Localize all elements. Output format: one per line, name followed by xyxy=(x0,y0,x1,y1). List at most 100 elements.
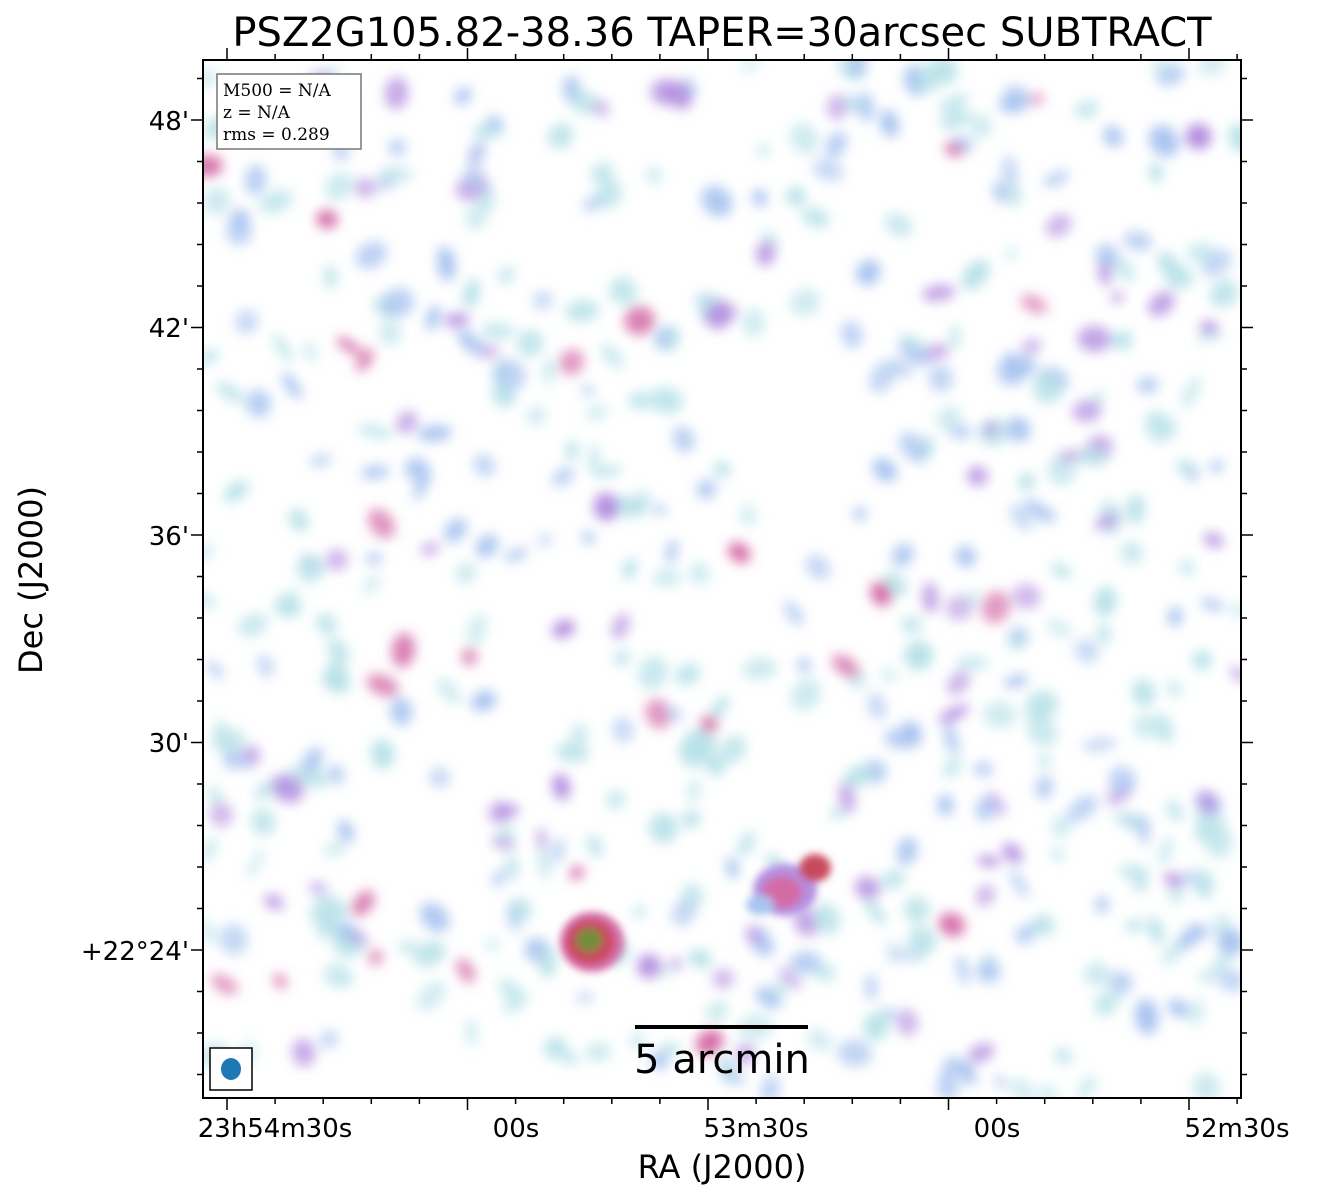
noise-blob xyxy=(203,543,214,562)
noise-blob xyxy=(790,122,819,155)
noise-blob xyxy=(1133,713,1156,740)
noise-blob xyxy=(1095,243,1119,269)
noise-blob xyxy=(308,907,338,933)
noise-blob xyxy=(1125,494,1146,525)
noise-blob xyxy=(516,329,544,357)
noise-blob xyxy=(389,697,413,726)
noise-blob xyxy=(1123,231,1153,251)
noise-blob xyxy=(612,716,634,743)
noise-blob xyxy=(825,131,847,159)
noise-blob xyxy=(976,855,1001,867)
info-box: M500 = N/A z = N/A rms = 0.289 xyxy=(216,73,362,150)
noise-blob xyxy=(1050,847,1065,862)
noise-blob xyxy=(870,581,892,607)
noise-blob xyxy=(1046,619,1072,638)
noise-blob xyxy=(1096,623,1111,645)
extended-source xyxy=(746,854,831,916)
noise-blob xyxy=(475,534,499,558)
noise-blob xyxy=(636,953,662,979)
x-tick-label: 53m30s xyxy=(703,1114,808,1144)
x-tick-label: 00s xyxy=(493,1114,540,1144)
noise-blob xyxy=(327,660,351,694)
noise-blob xyxy=(955,545,976,568)
noise-blob xyxy=(652,503,667,516)
noise-blob xyxy=(976,959,1001,984)
noise-blob xyxy=(325,172,353,201)
noise-blob xyxy=(783,601,804,626)
noise-blob xyxy=(922,284,956,302)
noise-blob xyxy=(1164,872,1183,888)
y-tick-label: 48' xyxy=(149,107,189,137)
noise-blob xyxy=(998,96,1028,113)
noise-blob xyxy=(789,288,821,317)
noise-blob xyxy=(225,218,253,246)
noise-blob xyxy=(1009,505,1032,531)
noise-blob xyxy=(594,465,622,477)
noise-blob xyxy=(986,791,1006,816)
noise-blob xyxy=(665,707,683,721)
noise-blob xyxy=(272,333,293,363)
noise-blob xyxy=(863,1012,889,1041)
noise-blob xyxy=(1001,155,1019,191)
noise-blob xyxy=(588,443,600,477)
noise-blob xyxy=(967,1043,995,1063)
noise-blob xyxy=(869,359,897,393)
noise-blob xyxy=(502,999,521,1014)
noise-blob xyxy=(886,940,898,958)
noise-blob xyxy=(634,489,650,517)
noise-blob xyxy=(896,1008,919,1036)
noise-blob xyxy=(473,453,496,478)
noise-blob xyxy=(896,837,918,866)
noise-blob xyxy=(273,973,287,989)
noise-blob xyxy=(471,690,497,712)
noise-blob xyxy=(794,907,820,937)
axis-ticks xyxy=(191,48,1253,1110)
x-tick-label: 52m30s xyxy=(1184,1114,1289,1144)
noise-blob xyxy=(526,406,547,426)
noise-blob xyxy=(551,838,566,864)
noise-blob xyxy=(1077,1074,1097,1098)
noise-blob xyxy=(938,912,966,937)
noise-blob xyxy=(270,773,304,803)
noise-blob xyxy=(650,1051,669,1070)
noise-blob xyxy=(413,468,431,501)
noise-blob xyxy=(1077,449,1108,466)
noise-blob xyxy=(1112,812,1143,829)
noise-blob xyxy=(353,177,377,198)
noise-blob xyxy=(547,122,574,150)
noise-blob xyxy=(1067,794,1098,823)
noise-blob xyxy=(1192,650,1212,670)
noise-blob xyxy=(542,358,557,384)
noise-blob xyxy=(1167,999,1190,1018)
noise-blob xyxy=(852,507,867,521)
noise-blob xyxy=(558,349,585,376)
noise-blob xyxy=(1007,634,1027,651)
noise-blob xyxy=(378,165,414,183)
noise-blob xyxy=(1168,888,1183,903)
noise-blob xyxy=(419,902,450,933)
noise-blob xyxy=(581,531,596,544)
noise-blob xyxy=(1158,836,1174,866)
noise-blob xyxy=(1203,532,1224,548)
noise-blob xyxy=(1176,930,1197,951)
noise-blob xyxy=(316,613,337,635)
noise-blob xyxy=(1118,864,1150,879)
noise-blob xyxy=(1026,714,1058,747)
noise-blob xyxy=(1192,1072,1221,1098)
noise-blob xyxy=(646,166,662,184)
beam-ellipse xyxy=(221,1058,241,1080)
noise-blob xyxy=(462,165,485,190)
noise-blob xyxy=(1120,541,1143,565)
noise-blob xyxy=(855,259,881,286)
noise-blob xyxy=(1098,261,1112,286)
noise-blob xyxy=(593,492,620,522)
noise-blob xyxy=(1009,1078,1036,1098)
noise-blob xyxy=(296,555,325,583)
noise-blob xyxy=(360,465,390,480)
noise-blob xyxy=(1208,951,1233,977)
noise-blob xyxy=(507,904,521,934)
noise-blob xyxy=(367,949,384,966)
noise-blob xyxy=(805,554,831,580)
noise-blob xyxy=(203,155,224,177)
noise-blob xyxy=(570,90,598,115)
